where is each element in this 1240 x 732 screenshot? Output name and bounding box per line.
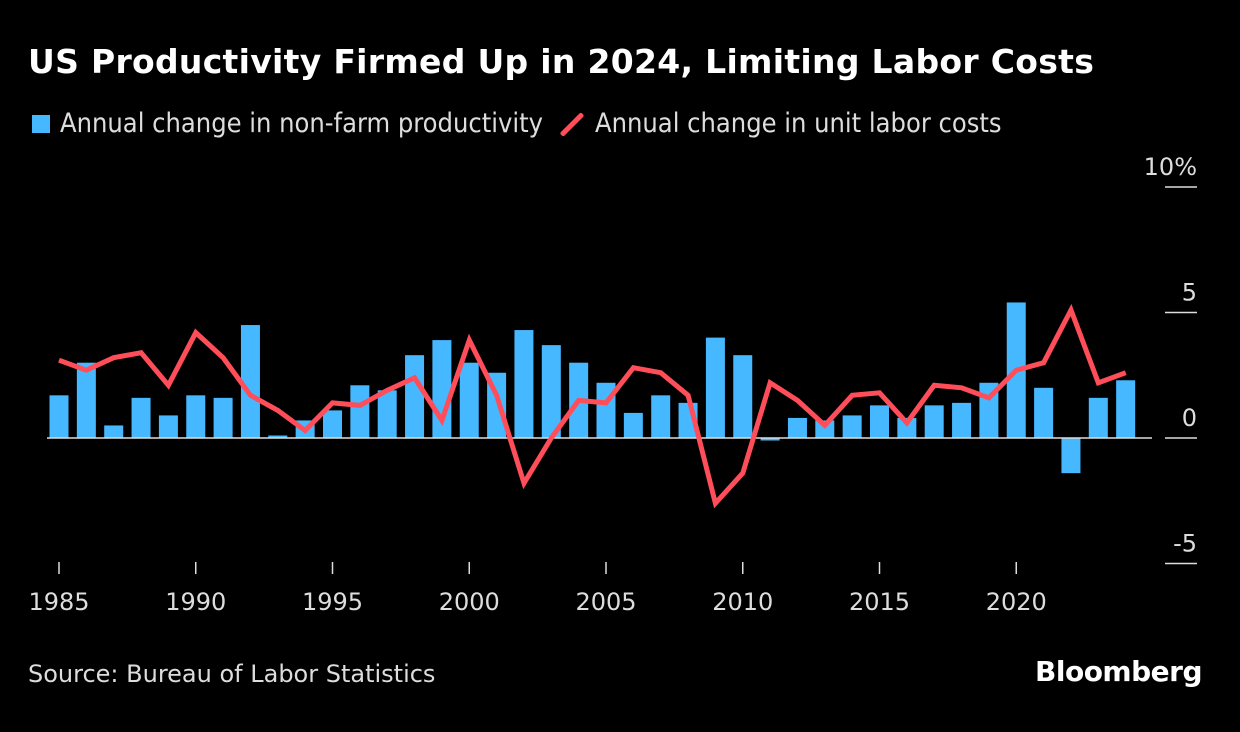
x-tick-label: 2000 [439,588,500,616]
bar-2000 [459,362,479,438]
bar-2018 [952,402,972,438]
bar-2024 [1116,380,1136,438]
bar-2003 [541,345,561,438]
x-tick-label: 2010 [712,588,773,616]
bar-2002 [514,330,534,438]
x-tick-label: 1985 [28,588,89,616]
bar-1996 [350,385,370,438]
x-tick-label: 2015 [849,588,910,616]
bar-2006 [623,412,643,438]
bar-1987 [104,425,124,438]
legend-bar-swatch [32,114,50,133]
bar-2022 [1061,438,1081,474]
y-tick-label: 10% [1144,153,1197,181]
y-tick-label: 5 [1182,279,1197,307]
x-tick-label: 1995 [302,588,363,616]
bar-2009 [705,337,725,438]
y-tick-label: -5 [1173,530,1197,558]
bar-1986 [76,362,96,438]
bar-2023 [1088,397,1108,438]
bar-1991 [213,397,233,438]
bar-1992 [240,325,260,438]
bar-2011 [760,438,780,441]
unit-labor-costs-line [58,303,1127,509]
y-tick-label: 0 [1182,404,1197,432]
legend-line-label: Annual change in unit labor costs [595,108,1002,139]
bar-2007 [651,395,671,438]
bar-1998 [405,355,425,438]
x-tick-label: 2020 [986,588,1047,616]
bar-1993 [268,435,288,438]
bar-1988 [131,397,151,438]
bar-2015 [870,405,889,438]
chart-title: US Productivity Firmed Up in 2024, Limit… [28,42,1095,81]
bar-1997 [377,390,397,438]
bar-1989 [158,415,178,438]
bloomberg-logo: Bloomberg [1035,655,1202,688]
bar-2014 [842,415,862,438]
bar-2017 [924,405,944,438]
x-tick-label: 1990 [165,588,226,616]
legend: Annual change in non-farm productivity A… [32,108,1002,139]
bar-1990 [186,395,206,438]
bar-2012 [787,417,807,438]
bar-2013 [815,420,835,438]
x-tick-label: 2005 [575,588,636,616]
bar-2016 [897,417,917,438]
bar-1985 [49,395,69,438]
bar-1995 [323,410,342,438]
legend-bar-label: Annual change in non-farm productivity [60,108,543,139]
source-note: Source: Bureau of Labor Statistics [28,660,436,688]
bar-2010 [733,355,753,438]
bar-2021 [1034,387,1054,438]
